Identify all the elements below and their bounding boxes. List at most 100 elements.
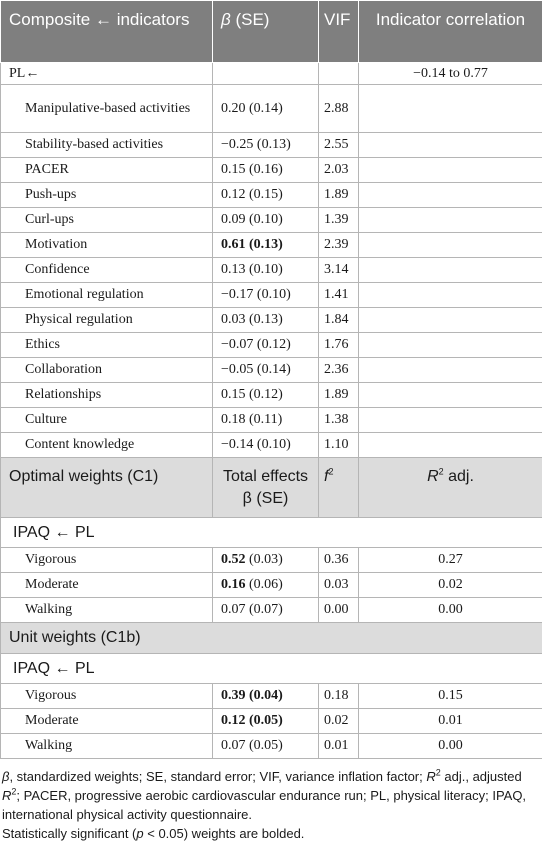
se: (0.10) <box>256 287 291 302</box>
footnote-text: R <box>2 788 12 803</box>
footnote-text: < 0.05) weights are bolded. <box>143 826 305 841</box>
footnote-text: 2 <box>11 786 17 797</box>
outcome-name: Vigorous <box>25 688 77 703</box>
table-cell: 0.07 (0.05) <box>212 733 319 759</box>
table-row: IPAQ ← PL <box>0 517 542 548</box>
beta: 0.15 <box>221 387 246 402</box>
table-cell: IPAQ ← PL <box>0 517 542 548</box>
footnote: β, standardized weights; SE, standard er… <box>0 759 542 843</box>
r-squared: 0.01 <box>438 713 463 728</box>
table-cell: Collaboration <box>0 357 213 383</box>
se: (0.13) <box>256 137 291 152</box>
footnote-text: β <box>2 769 10 784</box>
table-cell: Confidence <box>0 257 213 283</box>
f-squared: 0.01 <box>324 738 349 753</box>
table-cell: Manipulative-based activities <box>0 84 213 133</box>
table-cell: 0.15 (0.12) <box>212 382 319 408</box>
table-cell: −0.14 (0.10) <box>212 432 319 458</box>
beta: 0.39 <box>221 688 246 703</box>
footnote-note: Statistically significant (p < 0.05) wei… <box>2 824 540 843</box>
se: (0.10) <box>256 437 291 452</box>
se: (0.12) <box>249 387 283 402</box>
indicator-name: Ethics <box>25 337 60 352</box>
se: (0.13) <box>249 237 283 252</box>
table-cell: Walking <box>0 597 213 623</box>
table-cell: Content knowledge <box>0 432 213 458</box>
table-cell <box>358 257 542 283</box>
se: (0.10) <box>249 262 283 277</box>
se: (0.15) <box>249 187 283 202</box>
table-cell: Physical regulation <box>0 307 213 333</box>
table-cell: 1.84 <box>318 307 359 333</box>
se: (0.03) <box>249 552 283 567</box>
table-cell: −0.14 to 0.77 <box>358 62 542 85</box>
header-text: adj. <box>443 468 474 485</box>
se: (0.12) <box>256 337 291 352</box>
table-cell: Optimal weights (C1) <box>0 457 213 518</box>
table-cell <box>358 357 542 383</box>
beta: 0.61 <box>221 237 246 252</box>
table-row: Motivation 0.61 (0.13) 2.39 <box>0 232 542 258</box>
indicator-name: Push-ups <box>25 187 77 202</box>
table-row: Walking 0.07 (0.05) 0.01 0.00 <box>0 733 542 759</box>
vif: 1.89 <box>324 387 349 402</box>
vif: 1.39 <box>324 212 349 227</box>
table-cell: Relationships <box>0 382 213 408</box>
header-text: (SE) <box>230 10 270 29</box>
table-row: PACER 0.15 (0.16) 2.03 <box>0 157 542 183</box>
superscript: 2 <box>328 466 334 477</box>
beta: 0.07 <box>221 738 246 753</box>
table-row: Culture 0.18 (0.11) 1.38 <box>0 407 542 433</box>
header-text: Indicator correlation <box>375 10 526 29</box>
vif: 3.14 <box>324 262 349 277</box>
table-row: Stability-based activities −0.25 (0.13) 2.… <box>0 132 542 158</box>
table-row: Confidence 0.13 (0.10) 3.14 <box>0 257 542 283</box>
vif: 2.39 <box>324 237 349 252</box>
table-cell: 0.00 <box>318 597 359 623</box>
beta: 0.20 <box>221 100 246 116</box>
indicator-name: Manipulative-based activities <box>25 100 191 116</box>
table-cell: Indicator correlation <box>358 0 542 63</box>
table-cell <box>358 432 542 458</box>
footnote-text: R <box>426 769 436 784</box>
outcome-name: Moderate <box>25 577 79 592</box>
subheader: IPAQ ← PL <box>13 659 95 677</box>
table-cell <box>358 182 542 208</box>
table-row: PL← −0.14 to 0.77 <box>0 62 542 85</box>
table: Composite ← indicators β (SE) VIF Indicator… <box>0 0 542 759</box>
vif: 1.38 <box>324 412 349 427</box>
table-row: Vigorous 0.39 (0.04) 0.18 0.15 <box>0 683 542 709</box>
table-cell: −0.07 (0.12) <box>212 332 319 358</box>
indicator-name: Culture <box>25 412 67 427</box>
table-cell: 0.02 <box>358 572 542 598</box>
table-cell: f2 <box>318 457 359 518</box>
footnote-text: , standardized weights; SE, standard err… <box>9 769 427 784</box>
se: (0.05) <box>249 713 283 728</box>
indicator-name: Confidence <box>25 262 90 277</box>
table-cell: −0.17 (0.10) <box>212 282 319 308</box>
table-cell: 1.89 <box>318 182 359 208</box>
table-row: Composite ← indicators β (SE) VIF Indicator… <box>0 0 542 63</box>
table-cell <box>212 62 319 85</box>
table-cell: 0.07 (0.07) <box>212 597 319 623</box>
header-text: VIF <box>324 10 351 29</box>
table-cell: Vigorous <box>0 547 213 573</box>
table-cell: Unit weights (C1b) <box>0 622 542 654</box>
table-cell: Total effects β (SE) <box>212 457 319 518</box>
table-cell: 0.61 (0.13) <box>212 232 319 258</box>
footnote-text: Statistically significant ( <box>2 826 137 841</box>
table-cell: 0.03 <box>318 572 359 598</box>
table-cell: 0.52 (0.03) <box>212 547 319 573</box>
vif: 1.84 <box>324 312 349 327</box>
outcome-name: Walking <box>25 738 73 753</box>
footnote-text: adj., adjusted <box>440 769 522 784</box>
table-row: Optimal weights (C1) Total effects β (SE) f… <box>0 457 542 518</box>
table-cell: 0.15 <box>358 683 542 709</box>
table-cell: IPAQ ← PL <box>0 653 542 684</box>
table-cell: β (SE) <box>212 0 319 63</box>
se: (0.06) <box>249 577 283 592</box>
symbol: R <box>427 468 439 485</box>
footnote-text: p <box>136 826 144 841</box>
se: (0.11) <box>249 412 283 427</box>
vif: 1.89 <box>324 187 349 202</box>
